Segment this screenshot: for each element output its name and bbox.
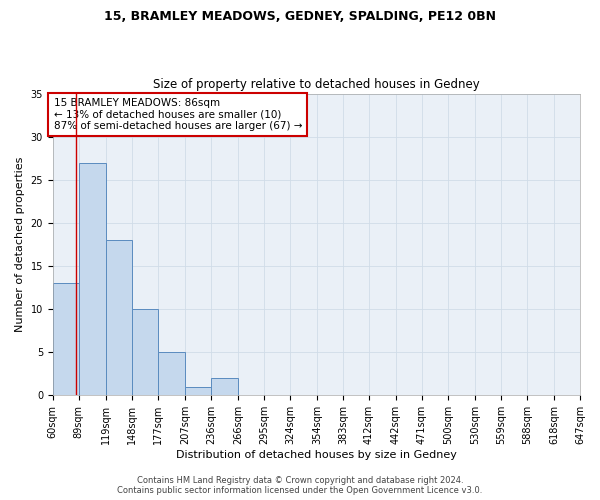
- Bar: [106, 240, 132, 396]
- Bar: [132, 309, 158, 396]
- Y-axis label: Number of detached properties: Number of detached properties: [15, 157, 25, 332]
- Bar: [79, 162, 106, 396]
- Bar: [53, 284, 79, 396]
- Bar: [158, 352, 185, 396]
- Bar: [185, 386, 211, 396]
- Text: 15 BRAMLEY MEADOWS: 86sqm
← 13% of detached houses are smaller (10)
87% of semi-: 15 BRAMLEY MEADOWS: 86sqm ← 13% of detac…: [53, 98, 302, 131]
- Title: Size of property relative to detached houses in Gedney: Size of property relative to detached ho…: [153, 78, 480, 91]
- Text: 15, BRAMLEY MEADOWS, GEDNEY, SPALDING, PE12 0BN: 15, BRAMLEY MEADOWS, GEDNEY, SPALDING, P…: [104, 10, 496, 23]
- Text: Contains HM Land Registry data © Crown copyright and database right 2024.
Contai: Contains HM Land Registry data © Crown c…: [118, 476, 482, 495]
- Bar: [211, 378, 238, 396]
- X-axis label: Distribution of detached houses by size in Gedney: Distribution of detached houses by size …: [176, 450, 457, 460]
